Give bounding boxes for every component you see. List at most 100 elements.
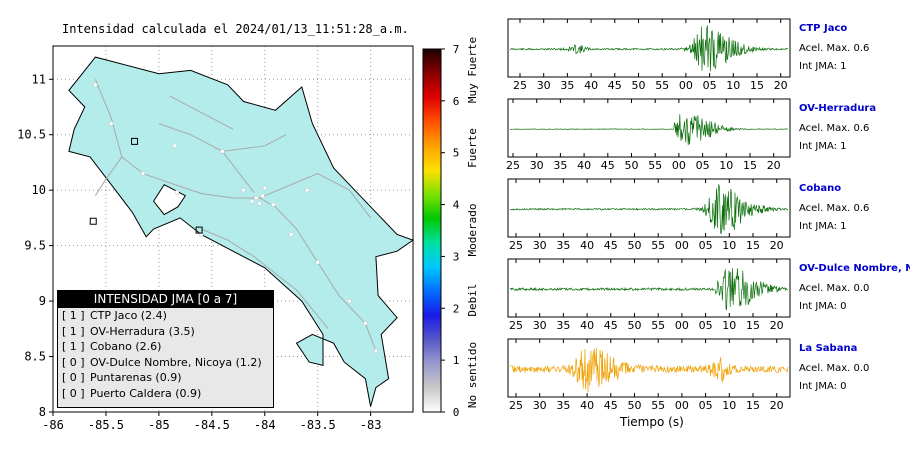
colorbar-tick-label: 7 [453, 43, 460, 56]
waveform-tick-label: 50 [625, 159, 639, 172]
waveform-tick-label: 55 [651, 399, 665, 412]
waveform-tick-label: 40 [580, 319, 594, 332]
waveform-frame [507, 18, 791, 78]
waveform-tick-label: 30 [533, 239, 547, 252]
station-max-accel: Acel. Max. 0.6 [799, 123, 870, 134]
station-name: La Sabana [799, 343, 858, 354]
waveform-tick-label: 55 [648, 159, 662, 172]
map-frame [52, 45, 414, 413]
town-marker [304, 187, 310, 193]
waveform-tick-label: 10 [722, 399, 736, 412]
colorbar-tick-label: 5 [453, 147, 460, 160]
y-tick-label: 10 [32, 183, 46, 197]
waveform-trace [509, 268, 788, 311]
legend-row: [ 0 ] OV-Dulce Nombre, Nicoya (1.2) [58, 355, 273, 371]
legend-row: [ 1 ] Cobano (2.6) [58, 339, 273, 355]
waveform-tick-label: 45 [608, 79, 622, 92]
costa-rica-land [68, 56, 415, 407]
x-tick-label: -85 [148, 418, 170, 432]
waveform-tick-label: 35 [556, 239, 570, 252]
waveform-tick-label: 35 [556, 399, 570, 412]
waveform-frame [507, 178, 791, 238]
waveform-tick-label: 15 [746, 239, 760, 252]
station-max-accel: Acel. Max. 0.6 [799, 203, 870, 214]
waveform-tick-label: 10 [722, 319, 736, 332]
station-max-accel: Acel. Max. 0.0 [799, 363, 870, 374]
road [201, 228, 329, 330]
town-marker [315, 260, 320, 265]
station-name: CTP Jaco [799, 23, 848, 34]
town-marker [249, 199, 255, 204]
station-jma-intensity: Int JMA: 1 [799, 221, 847, 232]
legend-level: [ 0 ] [62, 355, 85, 369]
station-name: OV-Dulce Nombre, Nicoya [799, 263, 910, 274]
waveform-tick-label: 40 [584, 79, 598, 92]
x-tick-label: -83.5 [300, 418, 336, 432]
legend-station: Puntarenas (0.9) [90, 371, 182, 384]
town-marker [172, 143, 178, 149]
y-tick-label: 11 [32, 72, 46, 86]
station-marker [131, 137, 139, 145]
waveform-tick-label: 50 [628, 399, 642, 412]
waveform-tick-label: 05 [699, 239, 713, 252]
waveform-tick-label: 00 [675, 319, 689, 332]
waveform-tick-label: 50 [628, 239, 642, 252]
waveform-frame [507, 258, 791, 318]
y-tick-label: 8 [39, 405, 46, 419]
waveform-tick-label: 00 [675, 239, 689, 252]
waveform-trace [509, 114, 788, 146]
legend-level: [ 1 ] [62, 309, 85, 322]
waveform-tick-label: 55 [651, 239, 665, 252]
map-title: Intensidad calculada el 2024/01/13_11:51… [62, 22, 409, 36]
waveform-tick-label: 45 [604, 239, 618, 252]
waveform-tick-label: 35 [556, 319, 570, 332]
waveform-tick-label: 10 [726, 79, 740, 92]
waveform-tick-label: 20 [770, 239, 784, 252]
station-jma-intensity: Int JMA: 1 [799, 61, 847, 72]
waveform-tick-label: 40 [577, 159, 591, 172]
waveform-tick-label: 30 [537, 79, 551, 92]
colorbar-category-label: Debil [466, 283, 479, 316]
waveform-tick-label: 15 [746, 319, 760, 332]
waveform-tick-label: 40 [580, 399, 594, 412]
y-tick-label: 8.5 [24, 350, 46, 364]
town-marker [254, 195, 259, 201]
town-marker [93, 82, 98, 88]
colorbar-tick-label: 1 [453, 354, 460, 367]
station-name: OV-Herradura [799, 103, 877, 114]
waveform-tick-label: 05 [703, 79, 717, 92]
legend-level: [ 0 ] [62, 371, 85, 384]
legend-station: CTP Jaco (2.4) [90, 309, 167, 322]
road [169, 95, 234, 130]
station-jma-intensity: Int JMA: 0 [799, 381, 847, 392]
colorbar-tick-label: 3 [453, 250, 460, 263]
legend-row: [ 0 ] Puntarenas (0.9) [58, 370, 273, 386]
waveform-tick-label: 15 [743, 159, 757, 172]
road [259, 172, 372, 219]
colorbar-tick-label: 0 [453, 406, 460, 419]
time-axis-label: Tiempo (s) [620, 415, 684, 429]
colorbar-tick-label: 4 [453, 199, 460, 212]
town-marker [363, 321, 368, 326]
towns [93, 82, 379, 354]
colorbar-tick-label: 6 [453, 95, 460, 108]
legend-station: Cobano (2.6) [90, 340, 162, 353]
waveform-tick-label: 35 [553, 159, 567, 172]
waveform-trace [509, 347, 789, 392]
waveform-tick-label: 20 [767, 159, 781, 172]
intensity-colorbar [422, 48, 442, 413]
town-marker [257, 201, 262, 206]
waveform-tick-label: 10 [722, 239, 736, 252]
intensity-legend: INTENSIDAD JMA [0 a 7] [ 1 ] CTP Jaco (2.… [57, 290, 274, 408]
waveform-tick-label: 05 [696, 159, 710, 172]
station-max-accel: Acel. Max. 0.0 [799, 283, 870, 294]
waveform-tick-label: 20 [770, 399, 784, 412]
waveform-panel: 25 30 35 40 45 50 55 00 05 10 15 20 [507, 18, 791, 92]
colorbar-tick-label: 2 [453, 302, 460, 315]
waveform-trace [509, 184, 789, 235]
y-tick-label: 9 [39, 294, 46, 308]
waveform-panel: 25 30 35 40 45 50 55 00 05 10 15 20 [506, 98, 791, 172]
x-tick-label: -83 [360, 418, 382, 432]
waveform-tick-label: 10 [719, 159, 733, 172]
